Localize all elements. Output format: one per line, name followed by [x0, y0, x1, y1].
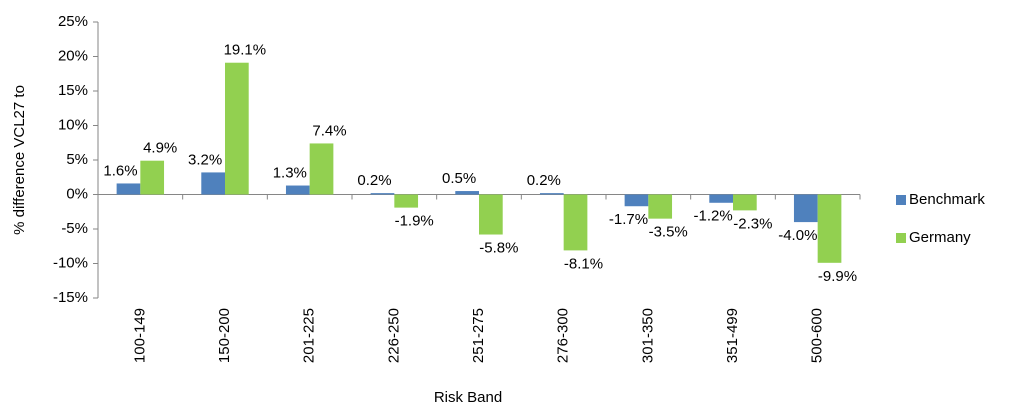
- data-label: 0.2%: [357, 172, 391, 189]
- bar: [817, 194, 842, 263]
- y-tick-label: 15%: [58, 82, 88, 99]
- bar: [116, 183, 141, 195]
- legend-swatch: [896, 195, 906, 205]
- data-label: 4.9%: [143, 140, 177, 157]
- bar: [793, 194, 818, 223]
- data-label: -2.3%: [733, 215, 772, 232]
- bar: [733, 194, 757, 211]
- x-tick-label: 276-300: [555, 308, 572, 363]
- x-axis-title: Risk Band: [434, 389, 502, 406]
- x-tick-label: 500-600: [809, 308, 826, 363]
- bar: [455, 191, 479, 195]
- data-label: -1.7%: [609, 211, 648, 228]
- data-label: 1.6%: [103, 162, 137, 179]
- y-tick-label: 20%: [58, 47, 88, 64]
- x-tick-label: 150-200: [216, 308, 233, 363]
- bar: [648, 194, 673, 219]
- bar: [394, 194, 419, 208]
- x-tick-label: 251-275: [470, 308, 487, 363]
- y-tick-label: -15%: [53, 289, 88, 306]
- x-tick-label: 351-499: [724, 308, 741, 363]
- y-tick-label: 25%: [58, 13, 88, 30]
- bar: [479, 194, 503, 235]
- y-axis-title: % difference VCL27 to: [11, 85, 28, 235]
- data-label: -1.2%: [694, 208, 733, 225]
- data-label: -8.1%: [564, 255, 603, 272]
- legend-label: Germany: [909, 229, 971, 246]
- data-label: -3.5%: [649, 224, 688, 241]
- bar: [539, 193, 564, 195]
- y-tick-label: 10%: [58, 116, 88, 133]
- data-label: -1.9%: [395, 213, 434, 230]
- y-tick-label: 0%: [66, 185, 88, 202]
- y-tick-label: -5%: [61, 220, 88, 237]
- bar: [225, 62, 249, 195]
- data-label: 0.2%: [527, 172, 561, 189]
- x-tick-label: 301-350: [639, 308, 656, 363]
- bar: [709, 194, 733, 203]
- data-label: 0.5%: [442, 170, 476, 187]
- x-tick-label: 226-250: [385, 308, 402, 363]
- bar: [201, 172, 225, 195]
- data-label: 7.4%: [312, 122, 346, 139]
- x-tick-label: 201-225: [301, 308, 318, 363]
- legend-label: Benchmark: [909, 191, 985, 208]
- legend-swatch: [896, 233, 906, 243]
- bar: [370, 193, 395, 195]
- bar: [624, 194, 649, 207]
- data-label: -4.0%: [778, 227, 817, 244]
- bar: [140, 160, 165, 195]
- bar: [285, 185, 310, 195]
- y-tick-label: -10%: [53, 254, 88, 271]
- bar: [563, 194, 588, 251]
- data-label: 3.2%: [188, 151, 222, 168]
- x-tick-label: 100-149: [131, 308, 148, 363]
- data-label: 19.1%: [224, 42, 267, 59]
- data-label: 1.3%: [273, 164, 307, 181]
- bar: [309, 143, 334, 195]
- y-tick-label: 5%: [66, 151, 88, 168]
- data-label: -5.8%: [479, 239, 518, 256]
- data-label: -9.9%: [818, 268, 857, 285]
